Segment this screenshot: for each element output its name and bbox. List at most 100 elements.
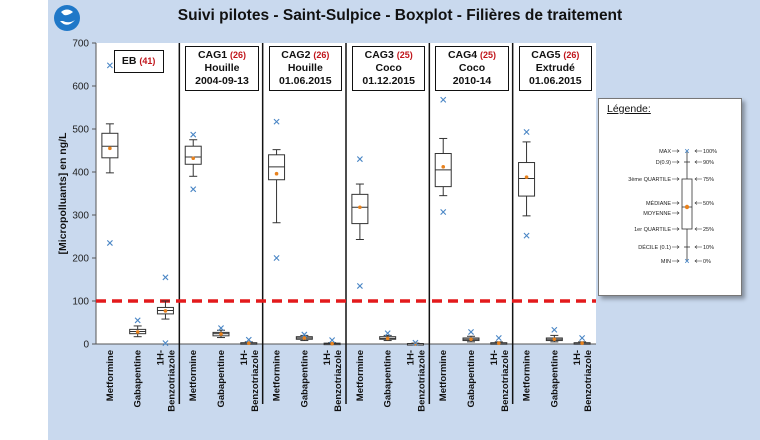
x-tick-label: Gabapentine <box>383 350 394 408</box>
x-tick-label: Metformine <box>105 350 116 401</box>
outlier-marker <box>245 336 252 343</box>
group-label-box: CAG1 (26) Houille 2004-09-13 <box>185 46 259 91</box>
group-label-box: CAG5 (26) Extrudé 01.06.2015 <box>518 46 592 91</box>
outlier-marker <box>190 186 197 193</box>
legend-arrow <box>694 160 702 164</box>
mean-marker <box>108 146 112 151</box>
outlier-marker <box>440 209 447 215</box>
legend-arrow <box>672 227 680 231</box>
outlier-marker <box>273 118 280 125</box>
group-detail: 2010-14 <box>452 75 492 87</box>
outlier-marker <box>523 232 530 239</box>
legend-diagram: MAX 100% D(0.9) 90% 3ème QUARTILE 75% MÉDIANE 5… <box>628 148 717 265</box>
outlier-marker <box>356 156 363 163</box>
legend-arrow <box>672 160 680 164</box>
x-tick-label: Metformine <box>355 350 366 401</box>
outlier-marker <box>356 282 363 289</box>
x-tick-label: 1H-Benzotriazole <box>572 350 594 412</box>
legend-item-label: DÉCILE (0.1) <box>638 244 671 251</box>
x-tick-label: 1H-Benzotriazole <box>239 350 261 412</box>
y-axis-title: [Micropolluants] en ng/L <box>57 132 69 254</box>
outlier-marker <box>468 328 474 335</box>
legend-item-percent: 100% <box>703 149 717 155</box>
outlier-marker <box>579 334 586 341</box>
x-tick-label: Gabapentine <box>549 350 560 408</box>
outlier-marker <box>523 129 530 135</box>
x-tick-label: 1H-Benzotriazole <box>155 350 177 412</box>
group-detail: 2004-09-13 <box>195 75 249 87</box>
legend-arrow <box>694 227 702 231</box>
legend-arrow <box>672 149 680 153</box>
y-tick-label: 300 <box>72 211 89 222</box>
mean-marker <box>274 171 279 176</box>
box <box>518 162 536 197</box>
legend-box <box>681 178 693 230</box>
group-detail: 01.06.2015 <box>529 75 582 87</box>
legend-outlier <box>684 258 690 264</box>
group-name: CAG2 (26) <box>281 49 330 61</box>
legend-arrow <box>694 149 702 153</box>
group-name: CAG3 (25) <box>364 49 413 61</box>
group-count: (26) <box>313 50 330 60</box>
y-tick-label: 100 <box>72 297 89 308</box>
mean-marker <box>441 165 446 169</box>
group-name: CAG1 (26) <box>197 49 247 61</box>
y-tick-label: 500 <box>72 125 89 136</box>
chart-title: Suivi pilotes - Saint-Sulpice - Boxplot … <box>177 7 623 24</box>
group-detail: 01.06.2015 <box>279 75 332 87</box>
y-tick-label: 200 <box>72 254 89 265</box>
legend-arrow <box>672 201 680 205</box>
group-count: (26) <box>230 50 247 60</box>
y-tick-label: 700 <box>72 39 89 50</box>
mean-marker <box>330 341 334 346</box>
y-tick-label: 600 <box>72 82 89 93</box>
group-count: (25) <box>480 50 497 60</box>
mean-marker <box>413 341 418 346</box>
group-detail: Houille <box>204 62 240 74</box>
outlier-marker <box>273 255 280 261</box>
group-detail: Coco <box>375 62 402 74</box>
logo-icon <box>54 5 80 31</box>
x-tick-label: Gabapentine <box>216 350 227 408</box>
legend-arrow <box>694 177 702 181</box>
x-tick-label: Metformine <box>272 350 283 401</box>
group-label-box: CAG4 (25) Coco 2010-14 <box>435 46 509 91</box>
group-name: CAG5 (26) <box>531 49 580 61</box>
legend-arrow <box>672 245 680 249</box>
group-detail: Extrudé <box>535 62 575 74</box>
legend-item-percent: 0% <box>703 259 711 265</box>
x-tick-label: 1H-Benzotriazole <box>322 350 344 412</box>
outlier-marker <box>551 326 558 333</box>
x-tick-label: Gabapentine <box>466 350 477 408</box>
group-count: (26) <box>563 50 580 60</box>
group-name: EB (41) <box>121 55 156 67</box>
x-tick-label: Gabapentine <box>133 350 144 408</box>
mean-marker <box>469 337 473 342</box>
mean-marker <box>552 337 557 342</box>
outlier-marker <box>301 331 308 338</box>
group-label-box: CAG3 (25) Coco 01.12.2015 <box>352 46 426 91</box>
mean-marker <box>385 336 390 341</box>
mean-marker <box>302 336 307 340</box>
mean-marker <box>358 205 362 210</box>
legend-mean <box>684 204 690 210</box>
x-tick-label: Gabapentine <box>299 350 310 408</box>
box <box>101 132 119 159</box>
outlier-marker <box>134 317 141 324</box>
group-name: CAG4 (25) <box>447 49 497 61</box>
legend-item-label: 3ème QUARTILE <box>628 177 671 183</box>
legend-item-label: MÉDIANE <box>646 200 671 207</box>
mean-marker <box>163 309 168 313</box>
outlier-marker <box>412 339 419 346</box>
mean-marker <box>135 330 140 334</box>
outlier-marker <box>218 325 224 332</box>
mean-marker <box>219 332 223 336</box>
x-tick-label: 1H-Benzotriazole <box>489 350 511 412</box>
legend-item-label: MIN <box>661 259 671 265</box>
legend-arrow <box>672 177 680 181</box>
outlier-marker <box>329 337 336 344</box>
legend-arrow <box>672 259 680 263</box>
x-tick-label: Metformine <box>522 350 533 401</box>
mean-marker <box>524 175 529 179</box>
